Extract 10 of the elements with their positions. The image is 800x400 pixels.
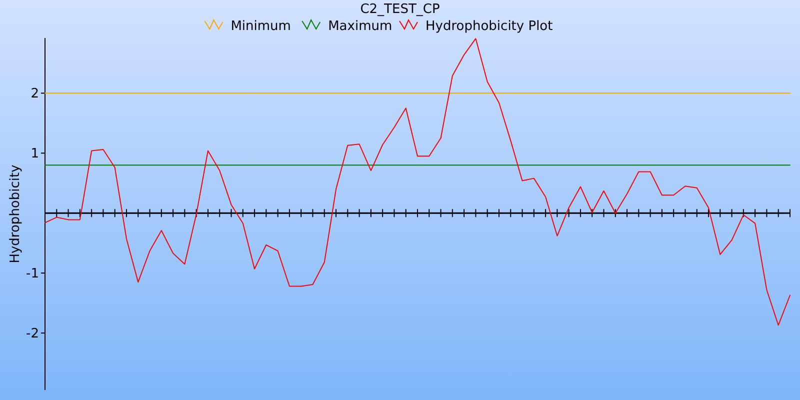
y-tick-label: -1 xyxy=(26,266,39,282)
y-tick-label: 1 xyxy=(30,146,39,162)
legend-label: Hydrophobicity Plot xyxy=(426,19,553,34)
line-series xyxy=(44,38,790,326)
y-tick-label: -2 xyxy=(26,326,39,342)
legend-label: Maximum xyxy=(328,19,392,34)
y-axis-title: Hydrophobicity xyxy=(8,164,23,264)
y-tick-label: 2 xyxy=(30,86,39,102)
legend-label: Minimum xyxy=(230,19,291,34)
chart-title: C2_TEST_CP xyxy=(360,2,440,17)
